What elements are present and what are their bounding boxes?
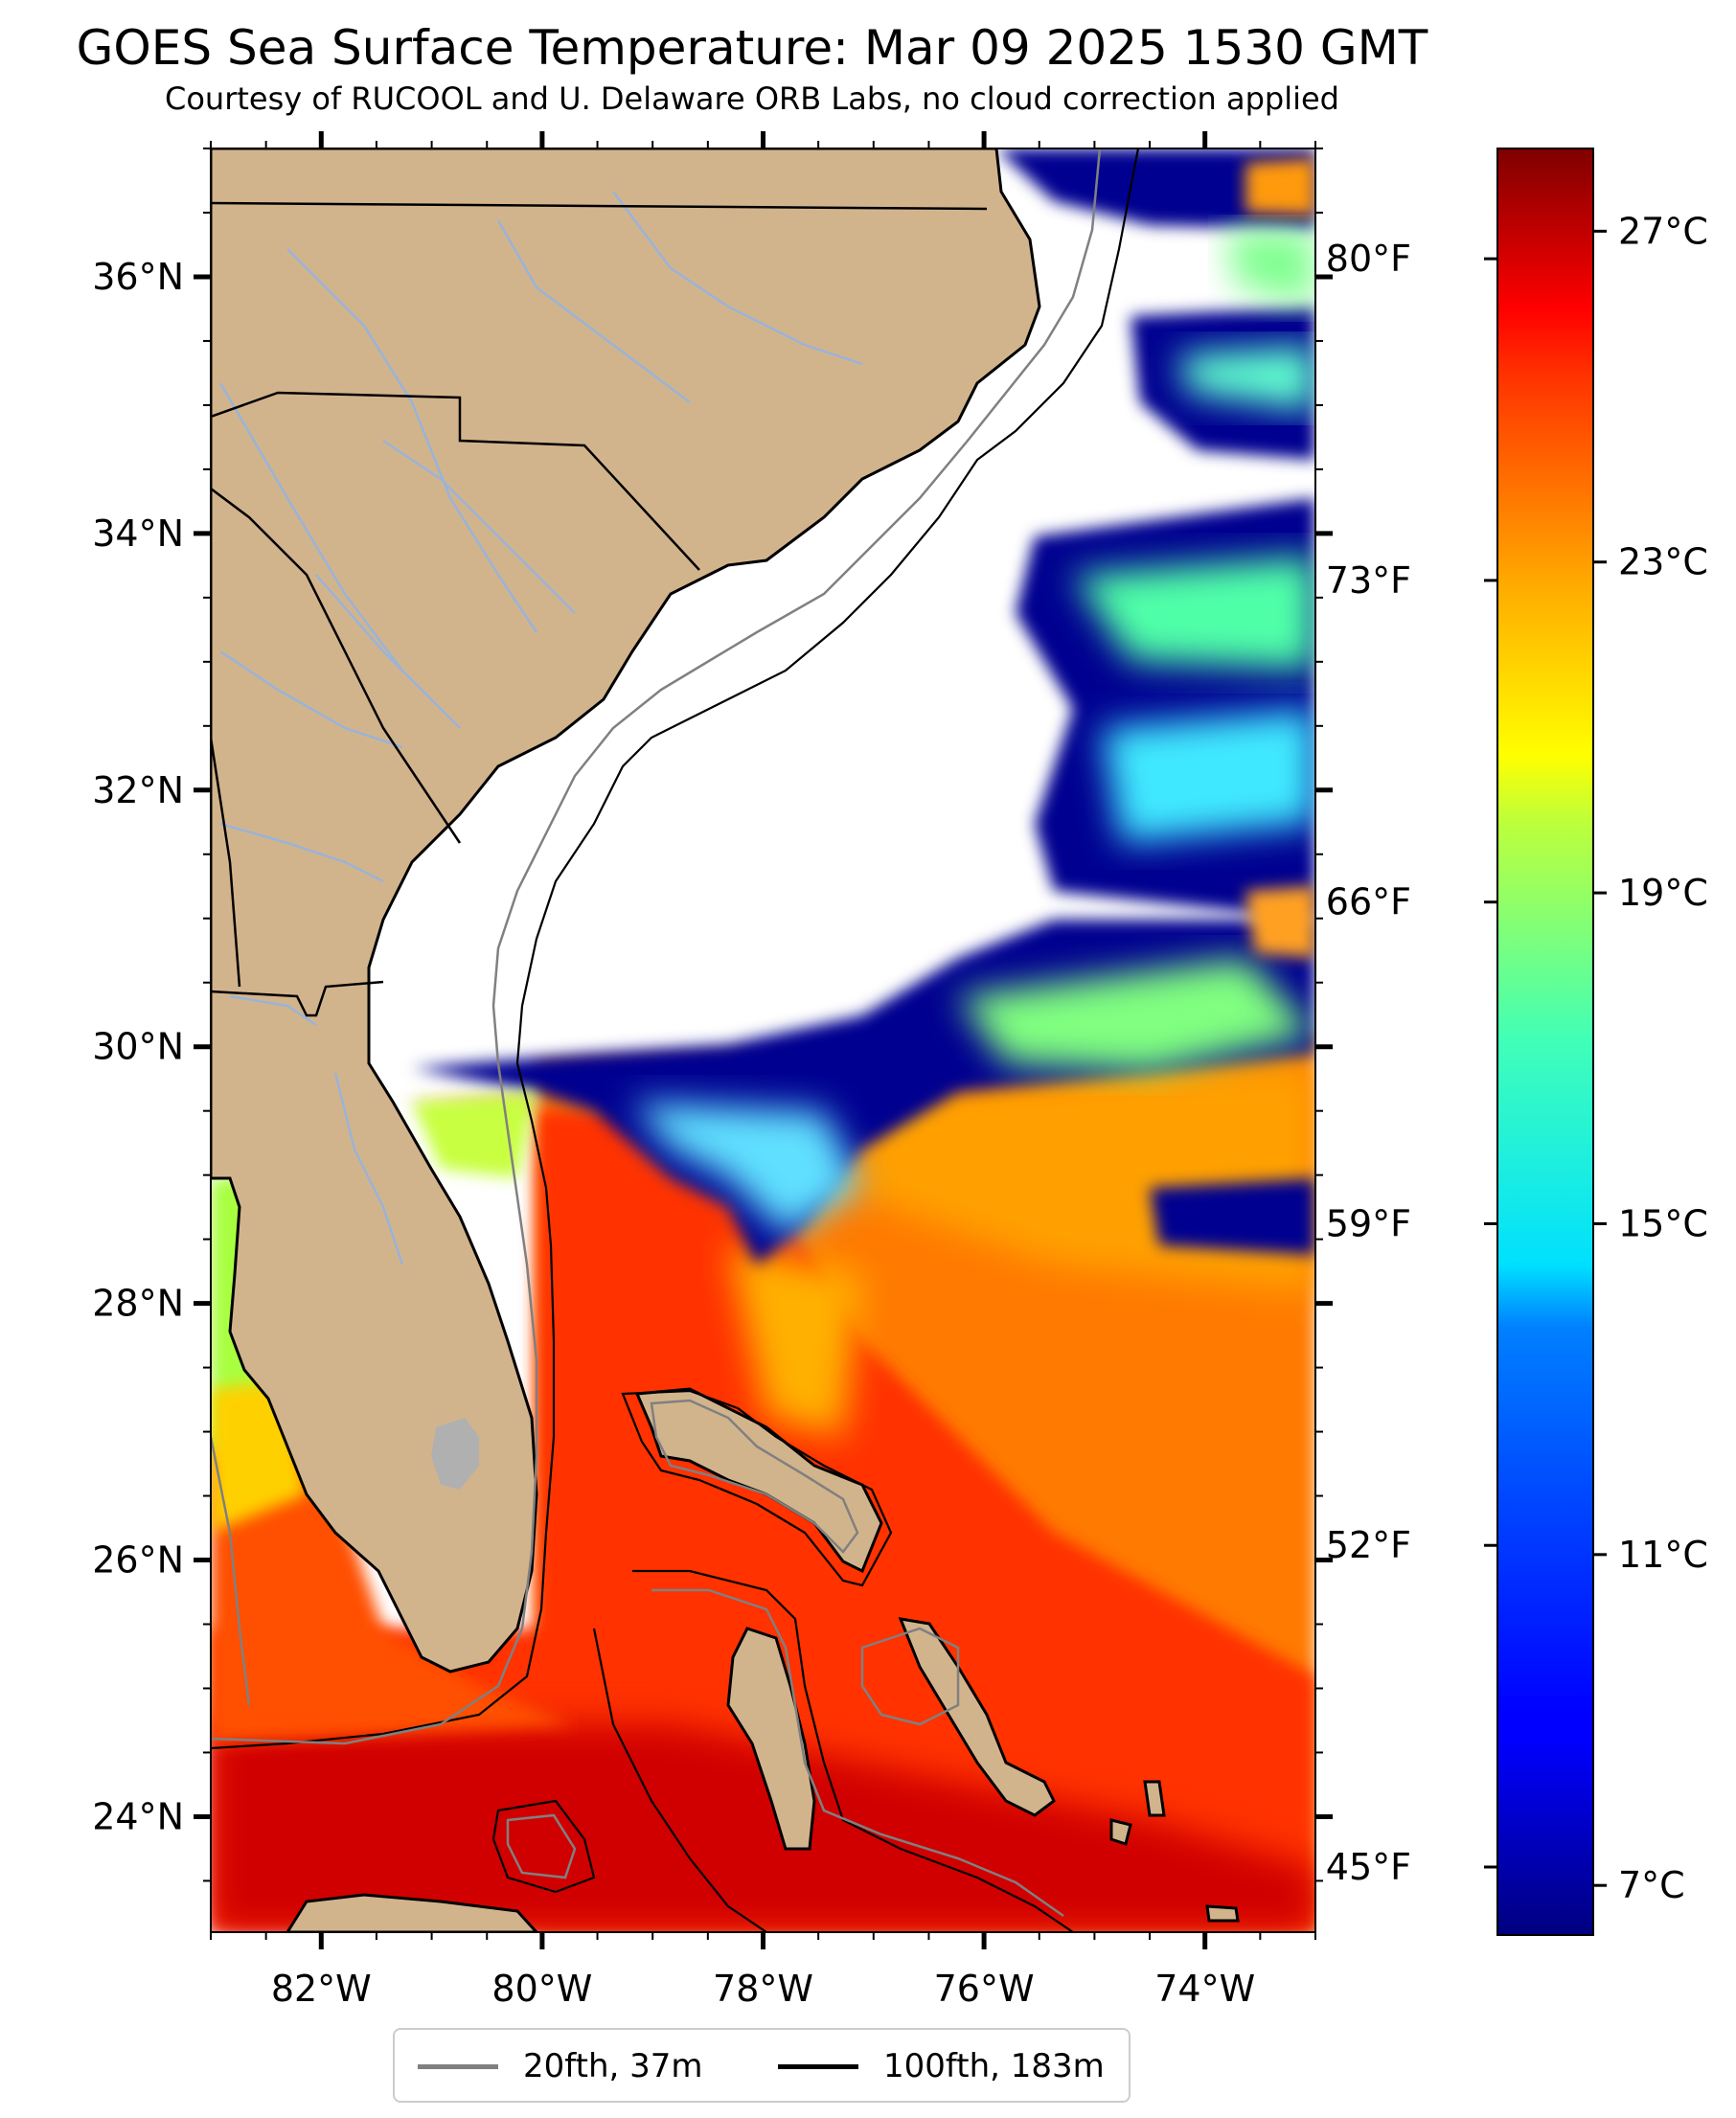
lat-tick-label: 28°N xyxy=(92,1283,184,1325)
colorbar-axis: 7°C 11°C 15°C 19°C 23°C 27°C 45°F 52°F 59°F 66°F 7… xyxy=(1326,210,1708,1906)
legend-item-20fth: 20fth, 37m xyxy=(418,2045,703,2087)
colorbar-c-tick-label: 7°C xyxy=(1618,1864,1685,1906)
colorbar-f-tick-label: 73°F xyxy=(1326,559,1411,602)
legend-swatch-100fth xyxy=(778,2063,858,2069)
rivers xyxy=(218,191,863,1265)
va-nc-border xyxy=(211,201,988,211)
lon-tick-label: 74°W xyxy=(1154,1968,1255,2010)
map-area xyxy=(211,148,1315,1932)
cay-land xyxy=(1109,1818,1132,1846)
colorbar-f-tick-label: 52°F xyxy=(1326,1524,1411,1566)
lat-tick-label: 34°N xyxy=(92,512,184,555)
abaco-island-land xyxy=(634,1387,883,1574)
islet-land xyxy=(1205,1904,1240,1923)
map-axes: 82°W 80°W 78°W 76°W 74°W 24°N 26°N 28°N 30°N 32°N… xyxy=(92,131,1333,2010)
lat-tick-label: 24°N xyxy=(92,1795,184,1837)
chart-title: GOES Sea Surface Temperature: Mar 09 202… xyxy=(76,20,1428,76)
long-island-land xyxy=(1143,1780,1166,1817)
legend-swatch-20fth xyxy=(418,2063,498,2069)
colorbar-f-tick-label: 59°F xyxy=(1326,1202,1411,1244)
colorbar-c-tick-label: 15°C xyxy=(1618,1202,1708,1244)
legend-label-20fth: 20fth, 37m xyxy=(523,2047,703,2085)
lat-tick-label: 36°N xyxy=(92,256,184,298)
legend: 20fth, 37m 100fth, 183m xyxy=(393,2028,1131,2103)
isobath-100fth xyxy=(211,148,1140,1932)
colorbar-c-tick-label: 27°C xyxy=(1618,210,1708,252)
lon-tick-label: 80°W xyxy=(491,1968,592,2010)
land-masses xyxy=(211,148,1240,1932)
legend-item-100fth: 100fth, 183m xyxy=(778,2045,1105,2087)
sc-ga-border xyxy=(211,488,462,844)
lat-tick-label: 32°N xyxy=(92,769,184,811)
state-boundaries xyxy=(211,201,988,1017)
colorbar-c-tick-label: 19°C xyxy=(1618,872,1708,914)
nc-sc-border xyxy=(211,391,700,571)
lat-tick-label: 26°N xyxy=(92,1539,184,1582)
lon-tick-label: 82°W xyxy=(271,1968,372,2010)
cuba-north-coast-land xyxy=(286,1893,539,1932)
colorbar xyxy=(1496,148,1594,1936)
lake-okeechobee xyxy=(431,1418,479,1490)
colorbar-f-tick-label: 45°F xyxy=(1326,1846,1411,1888)
colorbar-c-tick-label: 11°C xyxy=(1618,1534,1708,1576)
ga-fl-border xyxy=(211,980,384,1017)
lon-tick-label: 78°W xyxy=(713,1968,813,2010)
andros-island-land xyxy=(726,1627,816,1851)
colorbar-c-tick-label: 23°C xyxy=(1618,541,1708,583)
lon-tick-label: 76°W xyxy=(934,1968,1035,2010)
chart-subtitle: Courtesy of RUCOOL and U. Delaware ORB L… xyxy=(165,80,1339,117)
isobath-20fth xyxy=(211,148,1102,1918)
us-southeast-coast-land xyxy=(211,148,1041,1674)
ga-al-border xyxy=(211,737,241,988)
colorbar-f-tick-label: 66°F xyxy=(1326,881,1411,923)
colorbar-f-tick-label: 80°F xyxy=(1326,238,1411,280)
lat-tick-label: 30°N xyxy=(92,1026,184,1068)
legend-label-100fth: 100fth, 183m xyxy=(883,2047,1105,2085)
